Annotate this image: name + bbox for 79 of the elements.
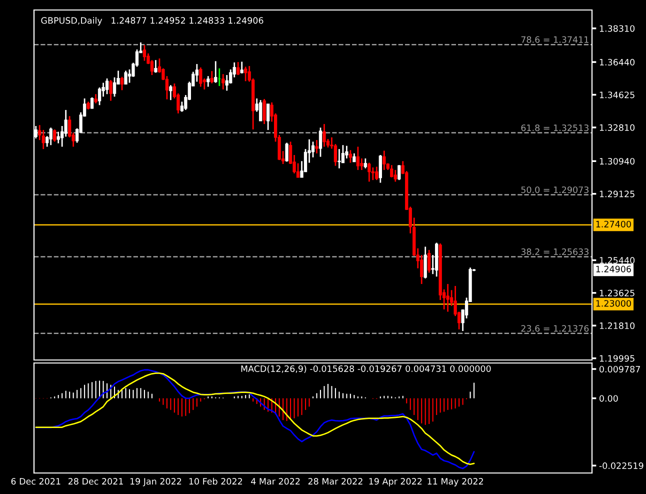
candlestick (348, 149, 352, 164)
candlestick (240, 61, 244, 74)
candlestick (338, 148, 341, 170)
candlestick (364, 158, 368, 170)
candlestick (398, 164, 401, 181)
candlestick (356, 146, 360, 171)
candlestick (394, 169, 397, 182)
text: 1.24877 1.24952 1.24833 1.24906 (112, 17, 264, 24)
candlestick (98, 86, 102, 106)
candlestick (285, 142, 288, 162)
ref-line-label: 23.6 = 1.21376 (521, 325, 589, 332)
y-tick-label: 0.00 (600, 395, 618, 402)
candlestick (90, 96, 94, 110)
candlestick (368, 162, 371, 182)
candlestick (53, 128, 56, 142)
candlestick (206, 75, 210, 88)
ref-line-label: 50.0 = 1.29073 (521, 186, 589, 194)
candlestick (446, 283, 450, 312)
candlestick (169, 84, 172, 101)
candlestick (42, 129, 45, 150)
candlestick (105, 78, 109, 95)
candlestick (214, 60, 218, 84)
y-tick-label: -0.022519 (599, 462, 644, 470)
candlestick (236, 61, 240, 76)
candlestick (318, 126, 322, 158)
y-tick-label: 1.30940 (600, 158, 635, 165)
candlestick (142, 44, 146, 62)
candlestick (94, 93, 98, 104)
candlestick (199, 66, 202, 88)
candlestick (371, 166, 374, 181)
candlestick (124, 70, 128, 85)
y-tick-label: 1.38310 (600, 25, 635, 32)
x-tick-label: 19 Jan 2022 (130, 478, 182, 486)
y-tick-label: 1.21810 (600, 322, 635, 330)
candlestick (390, 164, 394, 178)
candlestick (345, 145, 348, 160)
y-tick-label: 1.29125 (600, 190, 634, 198)
candlestick (49, 126, 52, 146)
text: GBPUSD,Daily (41, 17, 102, 26)
candlestick (378, 154, 382, 184)
x-tick-label: 10 Feb 2022 (189, 478, 242, 485)
y-tick-label: 1.25440 (600, 257, 635, 264)
x-tick-label: 28 Dec 2021 (68, 478, 123, 485)
candlestick (154, 59, 158, 74)
candlestick (382, 150, 386, 171)
y-tick-label: 1.36440 (600, 58, 635, 66)
candlestick (424, 246, 427, 280)
x-tick-label: 11 May 2022 (428, 478, 483, 486)
ref-line-label: 1.23000 (596, 300, 631, 307)
chart-title: MACD(12,26,9) -0.015628 -0.019267 0.004731 0.000000 (241, 365, 491, 374)
y-tick-label: 1.32810 (600, 124, 635, 131)
ref-line-label: 38.2 = 1.25633 (521, 248, 589, 256)
candlestick (266, 103, 270, 131)
candlestick (210, 70, 214, 84)
candlestick (360, 158, 364, 171)
ref-line-label: 61.8 = 1.32513 (521, 124, 589, 132)
candlestick (222, 73, 225, 90)
candlestick (322, 123, 326, 148)
candlestick (375, 166, 378, 181)
y-tick-label: 1.34625 (600, 92, 634, 98)
candlestick (428, 249, 431, 274)
candlestick (258, 99, 262, 122)
candlestick (112, 76, 116, 98)
x-tick-label: 28 Mar 2022 (308, 478, 362, 485)
ref-line-label: 78.6 = 1.37411 (521, 36, 588, 43)
candlestick (120, 76, 124, 91)
x-tick-label: 4 Mar 2022 (251, 478, 300, 485)
x-tick-label: 19 Apr 2022 (369, 478, 422, 486)
ref-line-label: 1.27400 (596, 220, 631, 228)
y-tick-label: 1.19995 (600, 355, 634, 362)
candlestick (262, 98, 266, 125)
candlestick (109, 79, 112, 102)
x-tick-label: 6 Dec 2021 (11, 478, 60, 485)
candlestick (244, 66, 248, 82)
y-tick-label: 0.009787 (600, 366, 640, 372)
text: 1.24906 (596, 266, 631, 272)
candlestick (315, 139, 318, 154)
y-tick-label: 1.23625 (600, 290, 634, 296)
candlestick (195, 63, 198, 82)
